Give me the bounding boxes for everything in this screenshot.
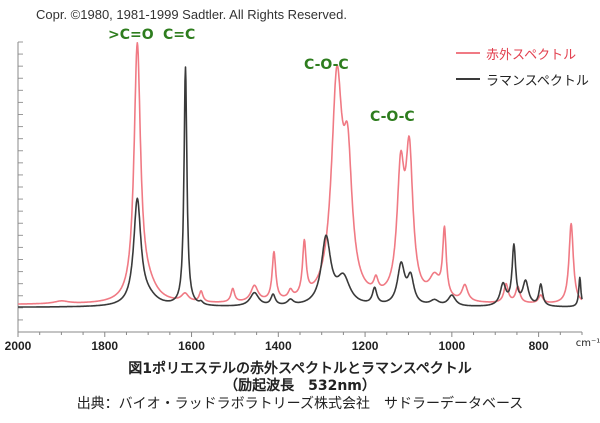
legend: 赤外スペクトル ラマンスペクトル	[456, 40, 589, 92]
caption-title: 図1ポリエステルの赤外スペクトルとラマンスペクトル	[128, 361, 472, 377]
caption-subtitle: （励起波長 532nm）	[224, 378, 376, 394]
x-tick-label: 800	[529, 339, 549, 353]
x-tick-label: 1000	[438, 339, 465, 353]
legend-swatch-ir	[456, 52, 480, 54]
x-tick-label: 1800	[91, 339, 118, 353]
series-line-ir	[17, 42, 583, 305]
annotation-alkene: C=C	[163, 27, 196, 43]
annotation-ether-1: C-O-C	[304, 57, 349, 73]
caption-source: 出典：バイオ・ラッドラボラトリーズ株式会社 サドラーデータベース	[76, 396, 524, 412]
x-unit-label: cm⁻¹	[576, 338, 600, 349]
copyright-text: Copr. ©1980, 1981-1999 Sadtler. All Righ…	[36, 7, 347, 22]
x-tick-label: 1200	[352, 339, 379, 353]
x-tick-label: 1600	[178, 339, 205, 353]
x-tick-label: 2000	[5, 339, 32, 353]
legend-label-ir: 赤外スペクトル	[486, 47, 577, 63]
annotation-carbonyl: >C=O	[108, 27, 154, 43]
series-line-raman	[17, 66, 583, 308]
x-tick-label: 1400	[265, 339, 292, 353]
annotation-ether-2: C-O-C	[370, 109, 415, 125]
legend-item-raman: ラマンスペクトル	[456, 66, 589, 92]
legend-label-raman: ラマンスペクトル	[486, 73, 589, 89]
legend-swatch-raman	[456, 78, 480, 80]
legend-item-ir: 赤外スペクトル	[456, 40, 589, 66]
